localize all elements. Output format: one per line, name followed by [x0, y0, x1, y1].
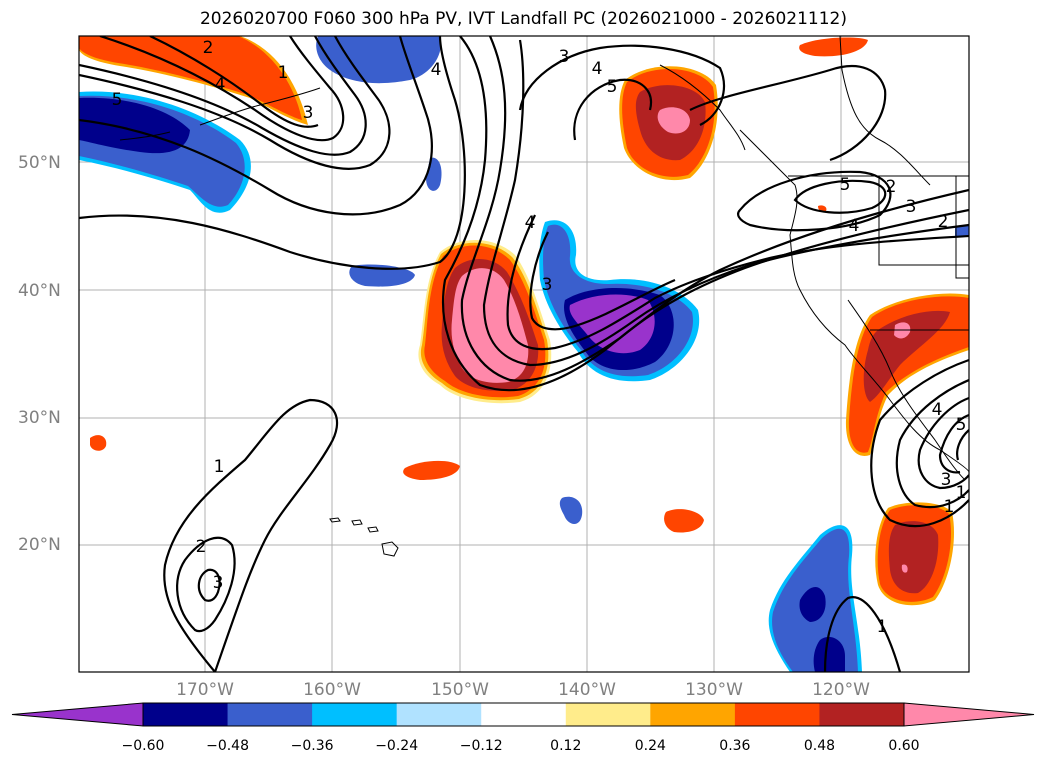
positive-pc-field-gulf-alaska: [619, 66, 718, 181]
colorbar-tick-label: 0.24: [634, 738, 666, 754]
colorbar-segment: [312, 703, 398, 726]
pc-contour-lines: [79, 36, 969, 672]
positive-pc-field-california: [845, 293, 969, 456]
colorbar-segment: [143, 703, 229, 726]
colorbar-extend-low: [11, 702, 144, 727]
colorbar: [11, 702, 1035, 727]
colorbar-segment: [396, 703, 482, 726]
contour-label: 1: [956, 483, 967, 503]
lat-label: 50°N: [18, 153, 61, 173]
contour-label: 2: [196, 537, 207, 557]
contour-label: 1: [944, 497, 955, 517]
contour-label: 3: [542, 275, 553, 295]
contour-label: 4: [849, 216, 860, 236]
negative-pc-field-north: [316, 36, 441, 84]
colorbar-segment: [565, 703, 651, 726]
lon-label: 140°W: [558, 680, 616, 700]
contour-label: 1: [877, 617, 888, 637]
colorbar-tick-label: 0.60: [888, 738, 920, 754]
map-title: 2026020700 F060 300 hPa PV, IVT Landfall…: [199, 9, 847, 29]
colorbar-tick-label: −0.36: [290, 738, 334, 754]
positive-pc-field-small-1: [403, 460, 460, 480]
colorbar-extend-high: [903, 702, 1035, 727]
contour-labels: 2 4 1 5 3 3 4 5 4 5 4 2 4 3 1 2 3 4 5 3 …: [112, 38, 967, 637]
negative-pc-field-small-3: [559, 496, 583, 525]
colorbar-segment: [819, 703, 905, 726]
colorbar-tick-label: −0.48: [206, 738, 249, 754]
contour-label: 3: [941, 470, 952, 490]
colorbar-tick-label: −0.24: [375, 738, 419, 754]
contour-label: 2: [886, 177, 897, 197]
contour-label: 4: [215, 75, 226, 95]
negative-pc-field-se: [768, 525, 862, 672]
contour-label: 3: [213, 573, 224, 593]
colorbar-tick-label: 0.48: [803, 738, 836, 754]
lat-label: 30°N: [18, 408, 61, 428]
contour-label: 5: [956, 415, 967, 435]
colorbar-tick-label: −0.12: [459, 738, 503, 754]
contour-label: 4: [525, 213, 536, 233]
positive-pc-field-alaska: [799, 37, 868, 57]
positive-pc-field-small-3: [664, 509, 704, 533]
contour-label: 4: [431, 60, 442, 80]
lon-label: 160°W: [303, 680, 361, 700]
contour-label: 1: [214, 457, 225, 477]
lon-label: 150°W: [431, 680, 489, 700]
colorbar-tick-label: 0.12: [550, 738, 582, 754]
positive-pc-field-baja: [875, 502, 955, 606]
lon-label: 170°W: [176, 680, 234, 700]
contour-label: 5: [112, 90, 123, 110]
negative-pc-field-small-2: [349, 264, 415, 287]
colorbar-segment: [227, 703, 313, 726]
contour-label: 4: [592, 59, 603, 79]
map-frame: [78, 35, 970, 673]
colorbar-segment: [481, 703, 567, 726]
colorbar-frame: [142, 702, 905, 727]
colorbar-tick-label: −0.60: [121, 738, 165, 754]
contour-label: 3: [303, 103, 314, 123]
contour-label: 4: [932, 400, 943, 420]
colorbar-segment: [650, 703, 736, 726]
contour-label: 2: [203, 38, 214, 58]
lat-label: 40°N: [18, 281, 61, 301]
contour-label: 3: [559, 47, 570, 67]
contour-label: 1: [278, 63, 289, 83]
contour-label: 3: [906, 197, 917, 217]
hawaii-islands: [329, 517, 399, 557]
colorbar-segment: [734, 703, 820, 726]
contour-label: 5: [840, 175, 851, 195]
lon-label: 120°W: [812, 680, 870, 700]
contour-label: 5: [607, 77, 618, 97]
lat-label: 20°N: [18, 535, 61, 555]
positive-pc-field-nw: [79, 36, 308, 125]
colorbar-tick-label: 0.36: [719, 738, 751, 754]
lon-label: 130°W: [685, 680, 743, 700]
positive-pc-field-small-2: [90, 435, 107, 451]
contour-label: 2: [938, 212, 949, 232]
